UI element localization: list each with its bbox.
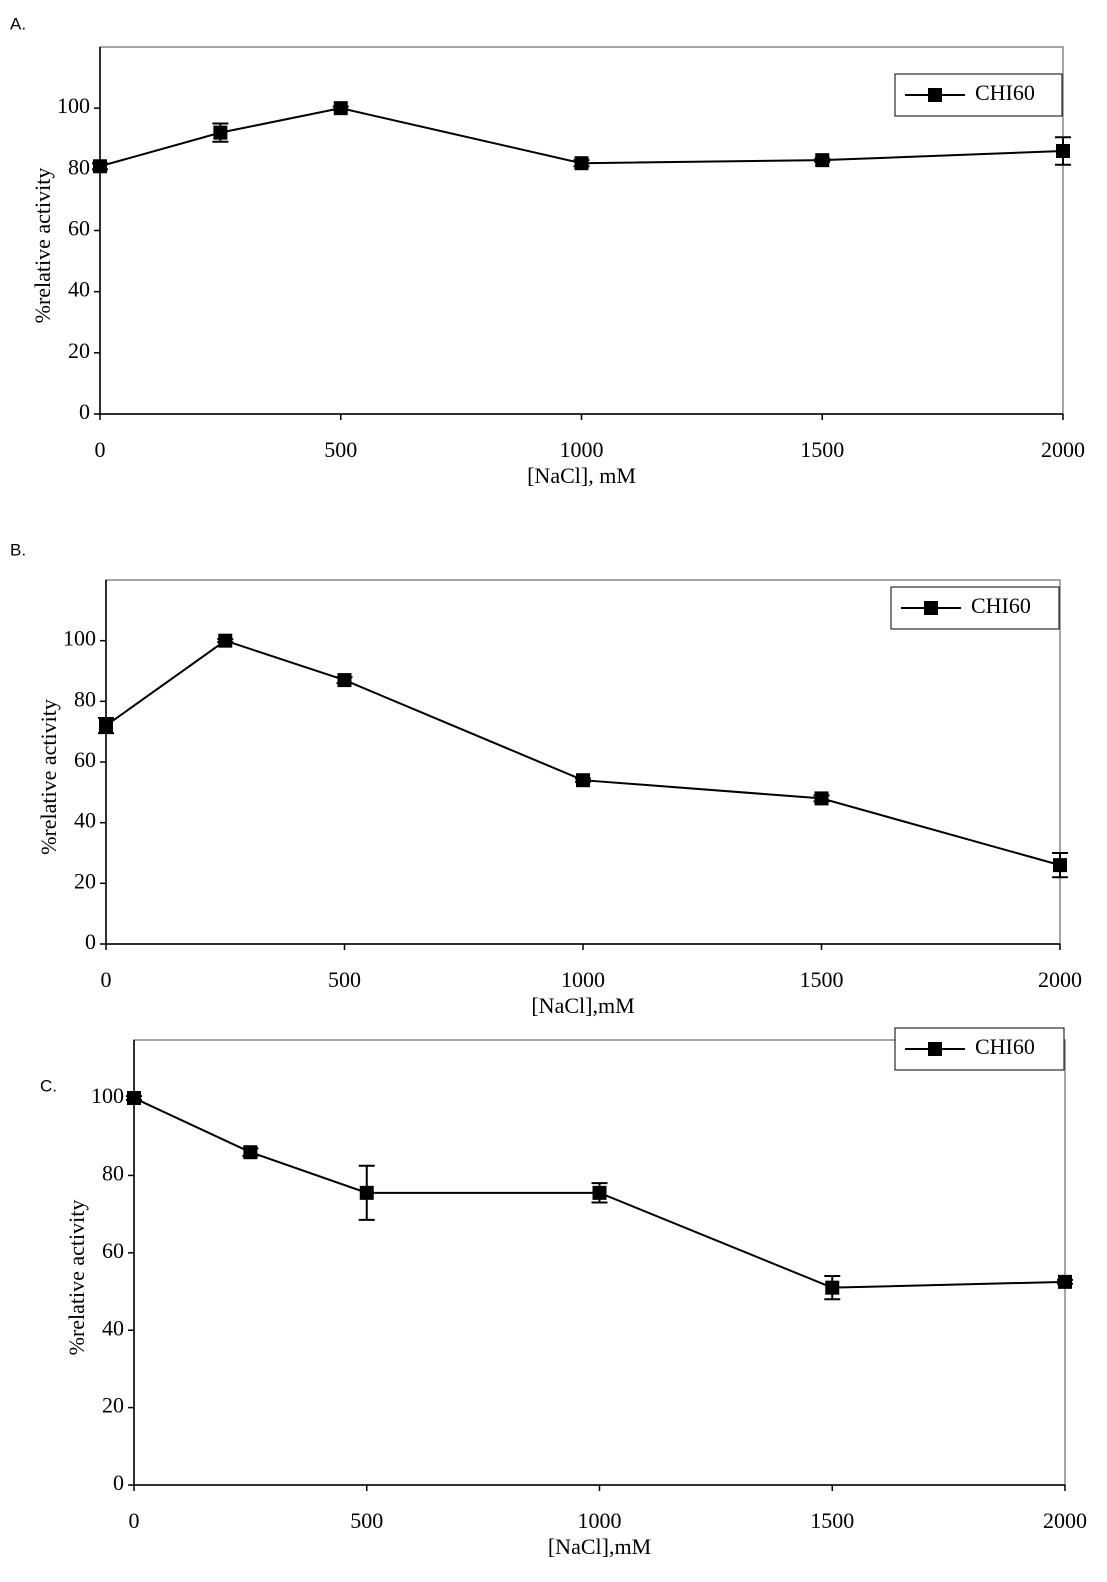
- marker: [333, 101, 348, 116]
- marker: [1058, 1274, 1072, 1289]
- y-axis-label: %relative activity: [64, 1200, 89, 1356]
- x-tick-label: 1500: [800, 437, 844, 462]
- y-axis-label: %relative activity: [36, 699, 61, 855]
- marker: [99, 718, 113, 733]
- y-tick-label: 40: [74, 808, 96, 833]
- x-axis-label: [NaCl], mM: [527, 463, 636, 488]
- x-tick-label: 2000: [1043, 1508, 1087, 1533]
- x-axis-label: [NaCl],mM: [531, 993, 634, 1018]
- y-tick-label: 100: [63, 626, 96, 651]
- marker: [1056, 143, 1070, 158]
- x-tick-label: 2000: [1038, 967, 1082, 992]
- x-tick-label: 1000: [561, 967, 605, 992]
- marker: [243, 1145, 258, 1160]
- y-tick-label: 20: [102, 1393, 124, 1418]
- x-tick-label: 500: [328, 967, 361, 992]
- x-tick-label: 0: [129, 1508, 140, 1533]
- y-tick-label: 60: [68, 216, 90, 241]
- legend-label: CHI60: [975, 80, 1035, 105]
- y-tick-label: 0: [79, 399, 90, 424]
- y-tick-label: 20: [74, 868, 96, 893]
- x-tick-label: 1000: [560, 437, 604, 462]
- y-tick-label: 80: [102, 1160, 124, 1185]
- marker: [218, 633, 233, 648]
- data-line: [105, 639, 1061, 867]
- marker: [576, 773, 590, 788]
- y-tick-label: 80: [68, 154, 90, 179]
- data-line: [133, 1097, 1066, 1289]
- y-tick-label: 60: [102, 1238, 124, 1263]
- x-tick-label: 1000: [578, 1508, 622, 1533]
- marker: [127, 1091, 141, 1106]
- plot-frame: [133, 1039, 1066, 1486]
- marker: [825, 1280, 840, 1295]
- legend-marker: [928, 88, 942, 102]
- marker: [814, 791, 829, 806]
- y-tick-label: 100: [57, 93, 90, 118]
- x-tick-label: 500: [350, 1508, 383, 1533]
- y-tick-label: 100: [91, 1083, 124, 1108]
- panel-label: A.: [10, 14, 26, 33]
- y-tick-label: 60: [74, 747, 96, 772]
- legend-label: CHI60: [975, 1034, 1035, 1059]
- x-tick-label: 500: [324, 437, 357, 462]
- x-tick-label: 0: [95, 437, 106, 462]
- marker: [815, 153, 830, 168]
- marker: [359, 1185, 374, 1200]
- x-axis-label: [NaCl],mM: [548, 1534, 651, 1559]
- x-tick-label: 1500: [800, 967, 844, 992]
- x-tick-label: 2000: [1041, 437, 1085, 462]
- x-tick-label: 0: [101, 967, 112, 992]
- y-tick-label: 0: [85, 929, 96, 954]
- marker: [1053, 858, 1067, 873]
- y-tick-label: 40: [68, 277, 90, 302]
- panel-label: C.: [40, 1076, 57, 1095]
- marker: [337, 673, 352, 688]
- marker: [213, 125, 228, 140]
- data-line: [99, 107, 1064, 168]
- marker: [592, 1185, 607, 1200]
- marker: [93, 159, 107, 174]
- y-tick-label: 0: [113, 1470, 124, 1495]
- marker: [574, 156, 589, 171]
- legend-label: CHI60: [971, 593, 1031, 618]
- y-axis-label: %relative activity: [30, 168, 55, 324]
- plot-frame: [105, 579, 1061, 945]
- legend-marker: [928, 1042, 942, 1056]
- legend-marker: [924, 601, 938, 615]
- y-tick-label: 20: [68, 338, 90, 363]
- y-tick-label: 80: [74, 686, 96, 711]
- y-tick-label: 40: [102, 1315, 124, 1340]
- x-tick-label: 1500: [810, 1508, 854, 1533]
- panel-label: B.: [10, 540, 26, 559]
